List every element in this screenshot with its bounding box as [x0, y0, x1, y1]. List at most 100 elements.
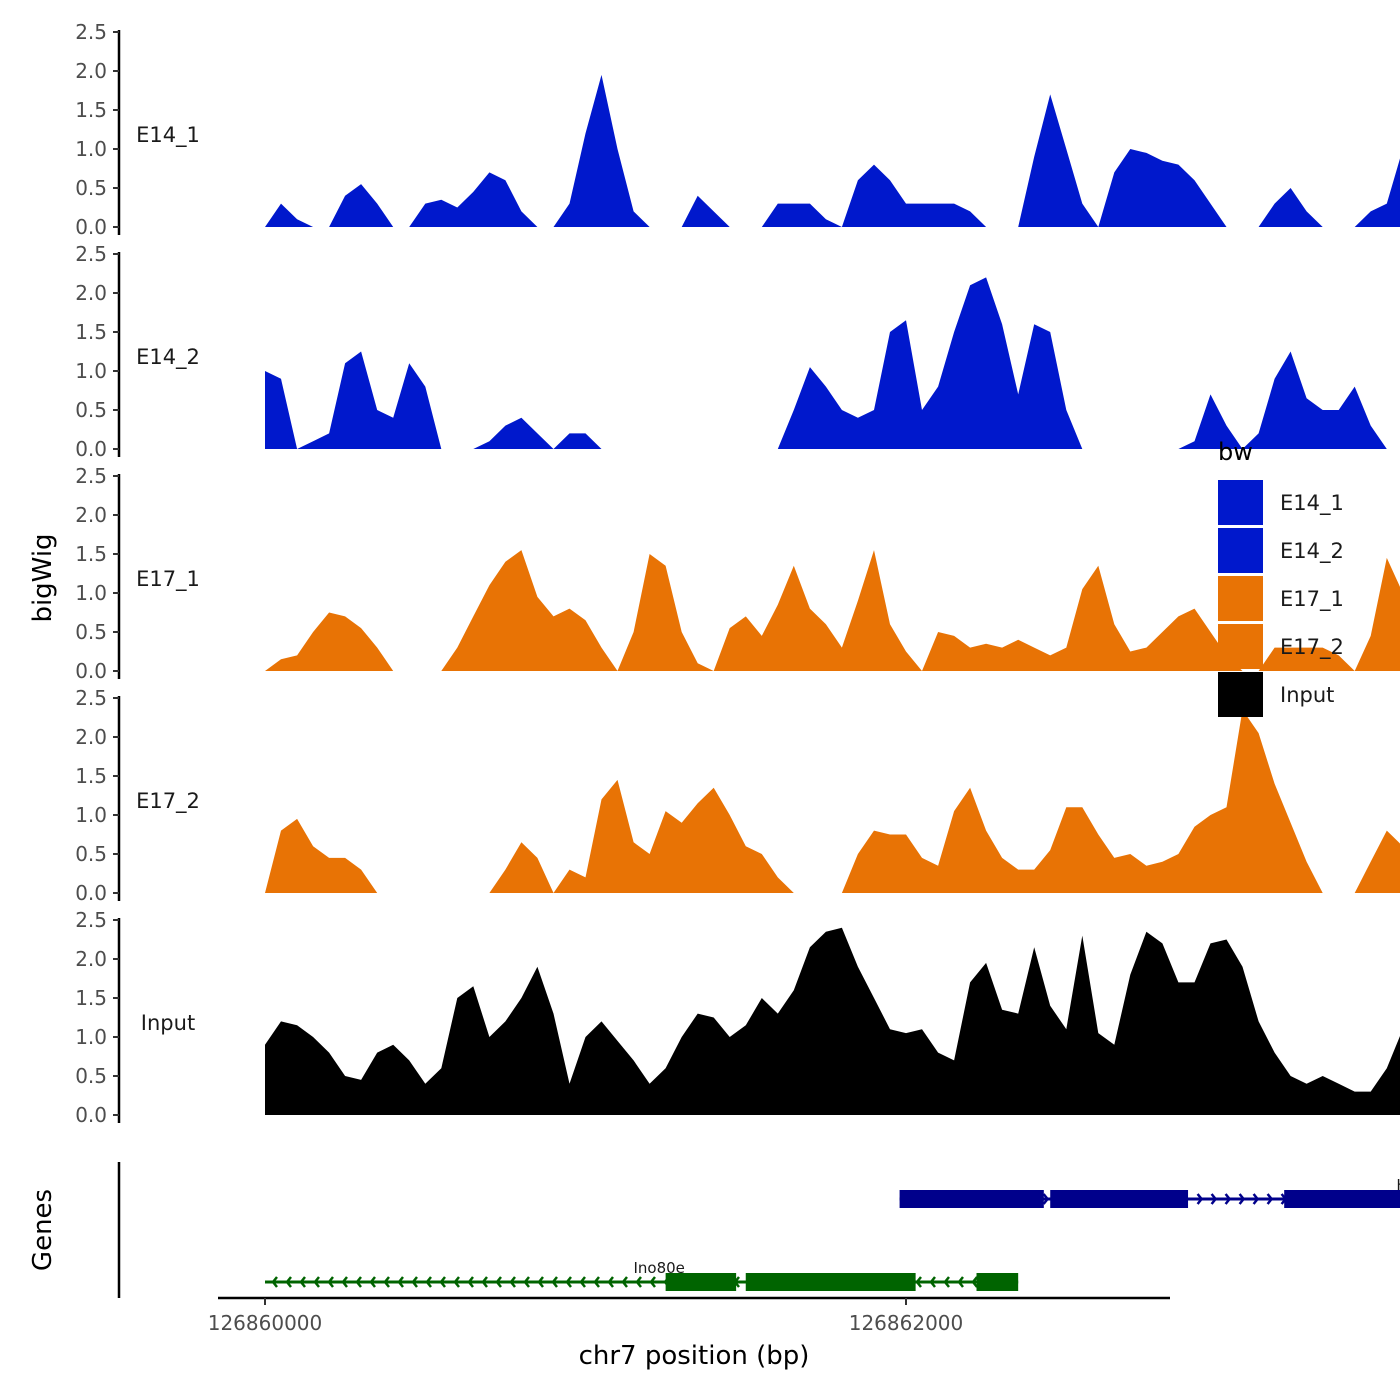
y-tick-label: 1.0: [75, 1025, 107, 1049]
strand-arrow: [635, 1276, 642, 1288]
legend-item-E14_2: E14_2: [1218, 528, 1344, 573]
legend-label: E14_2: [1280, 539, 1344, 564]
strand-arrow: [915, 1276, 922, 1288]
area-Input: [265, 927, 1400, 1115]
area-E14_1: [265, 74, 1400, 227]
legend-swatch: [1218, 624, 1263, 669]
strand-arrow: [943, 1276, 950, 1288]
strand-arrow: [467, 1276, 474, 1288]
y-tick-label: 2.0: [75, 947, 107, 971]
y-tick-label: 1.0: [75, 581, 107, 605]
track-E17_1: 0.0 0.5 1.0 1.5 2.0 2.5 E17_1: [75, 464, 1400, 683]
y-tick-label: 0.5: [75, 1064, 107, 1088]
strand-arrow: [397, 1276, 404, 1288]
strand-arrow: [565, 1276, 572, 1288]
y-tick-label: 2.0: [75, 725, 107, 749]
y-tick-label: 1.0: [75, 137, 107, 161]
strand-arrow: [1252, 1193, 1260, 1205]
legend-item-E17_2: E17_2: [1218, 624, 1344, 669]
legend-swatch: [1218, 576, 1263, 621]
legend-label: E14_1: [1280, 491, 1344, 516]
strand-arrow: [523, 1276, 530, 1288]
genes-axis-title: Genes: [28, 1189, 58, 1271]
y-tick-label: 2.5: [75, 242, 107, 266]
strand-arrow: [537, 1276, 544, 1288]
y-tick-label: 2.0: [75, 503, 107, 527]
y-tick-label: 0.0: [75, 1103, 107, 1127]
y-tick-label: 0.0: [75, 659, 107, 683]
y-tick-label: 1.0: [75, 803, 107, 827]
y-tick-label: 0.5: [75, 842, 107, 866]
legend-swatch: [1218, 480, 1263, 525]
strand-arrow: [271, 1276, 278, 1288]
legend-swatch: [1218, 672, 1263, 717]
gene-Hirip3: Hirip3: [899, 1176, 1400, 1208]
strand-arrow: [971, 1276, 978, 1288]
legend-title: bw: [1218, 438, 1253, 466]
y-tick-label: 2.5: [75, 908, 107, 932]
y-tick-label: 1.5: [75, 986, 107, 1010]
exon-block: [665, 1273, 737, 1291]
legend-item-E14_1: E14_1: [1218, 480, 1344, 525]
exon-block: [976, 1273, 1019, 1291]
legend-label: E17_2: [1280, 635, 1344, 660]
track-E17_2: 0.0 0.5 1.0 1.5 2.0 2.5 E17_2: [75, 686, 1400, 905]
strand-arrow: [649, 1276, 656, 1288]
legend: bw E14_1 E14_2 E17_1 E17_2 Input: [1218, 438, 1344, 717]
y-tick-label: 2.0: [75, 281, 107, 305]
y-tick-label: 2.5: [75, 686, 107, 710]
strand-arrow: [621, 1276, 628, 1288]
strand-arrow: [355, 1276, 362, 1288]
strand-arrow: [551, 1276, 558, 1288]
strand-arrow: [579, 1276, 586, 1288]
strand-arrow: [607, 1276, 614, 1288]
x-tick-label: 126860000: [208, 1311, 323, 1335]
y-tick-label: 2.0: [75, 59, 107, 83]
strand-arrow: [341, 1276, 348, 1288]
strand-arrow: [1224, 1193, 1232, 1205]
y-axis-title: bigWig: [28, 533, 58, 622]
track-label: E17_2: [136, 789, 200, 814]
strand-arrow: [299, 1276, 306, 1288]
y-tick-label: 0.0: [75, 881, 107, 905]
strand-arrow: [509, 1276, 516, 1288]
legend-label: Input: [1280, 683, 1334, 707]
legend-item-E17_1: E17_1: [1218, 576, 1344, 621]
track-E14_1: 0.0 0.5 1.0 1.5 2.0 2.5 E14_1: [75, 20, 1400, 239]
gene-label: Ino80e: [633, 1259, 684, 1277]
tracks-group: 0.0 0.5 1.0 1.5 2.0 2.5 E14_1 0.0 0.5 1.0 1.5 2.0 2.…: [75, 20, 1400, 1127]
strand-arrow: [1210, 1193, 1218, 1205]
x-axis: 126860000126862000126864000: [208, 1296, 1170, 1335]
area-E17_2: [265, 709, 1400, 893]
y-tick-label: 0.5: [75, 176, 107, 200]
genes-panel: Hirip3 Ino80e: [117, 1162, 1400, 1298]
strand-arrow: [285, 1276, 292, 1288]
track-label: E14_1: [136, 123, 200, 148]
strand-arrow: [929, 1276, 936, 1288]
track-label: Input: [141, 1011, 195, 1035]
area-E14_2: [265, 277, 1400, 449]
strand-arrow: [425, 1276, 432, 1288]
y-tick-label: 1.5: [75, 542, 107, 566]
x-axis-title: chr7 position (bp): [579, 1341, 810, 1371]
gene-Ino80e: Ino80e: [265, 1259, 1019, 1291]
gene-label: Hirip3: [1396, 1176, 1400, 1194]
y-tick-label: 1.5: [75, 764, 107, 788]
track-label: E14_2: [136, 345, 200, 370]
exon-block: [1284, 1190, 1400, 1208]
strand-arrow: [593, 1276, 600, 1288]
y-tick-label: 0.5: [75, 398, 107, 422]
strand-arrow: [495, 1276, 502, 1288]
strand-arrow: [957, 1276, 964, 1288]
strand-arrow: [411, 1276, 418, 1288]
exon-block: [899, 1190, 1044, 1208]
strand-arrow: [313, 1276, 320, 1288]
y-tick-label: 1.5: [75, 320, 107, 344]
strand-arrow: [327, 1276, 334, 1288]
y-tick-label: 0.0: [75, 437, 107, 461]
x-tick-label: 126862000: [849, 1311, 964, 1335]
track-E14_2: 0.0 0.5 1.0 1.5 2.0 2.5 E14_2: [75, 242, 1400, 461]
strand-arrow: [1042, 1193, 1050, 1205]
strand-arrow: [439, 1276, 446, 1288]
